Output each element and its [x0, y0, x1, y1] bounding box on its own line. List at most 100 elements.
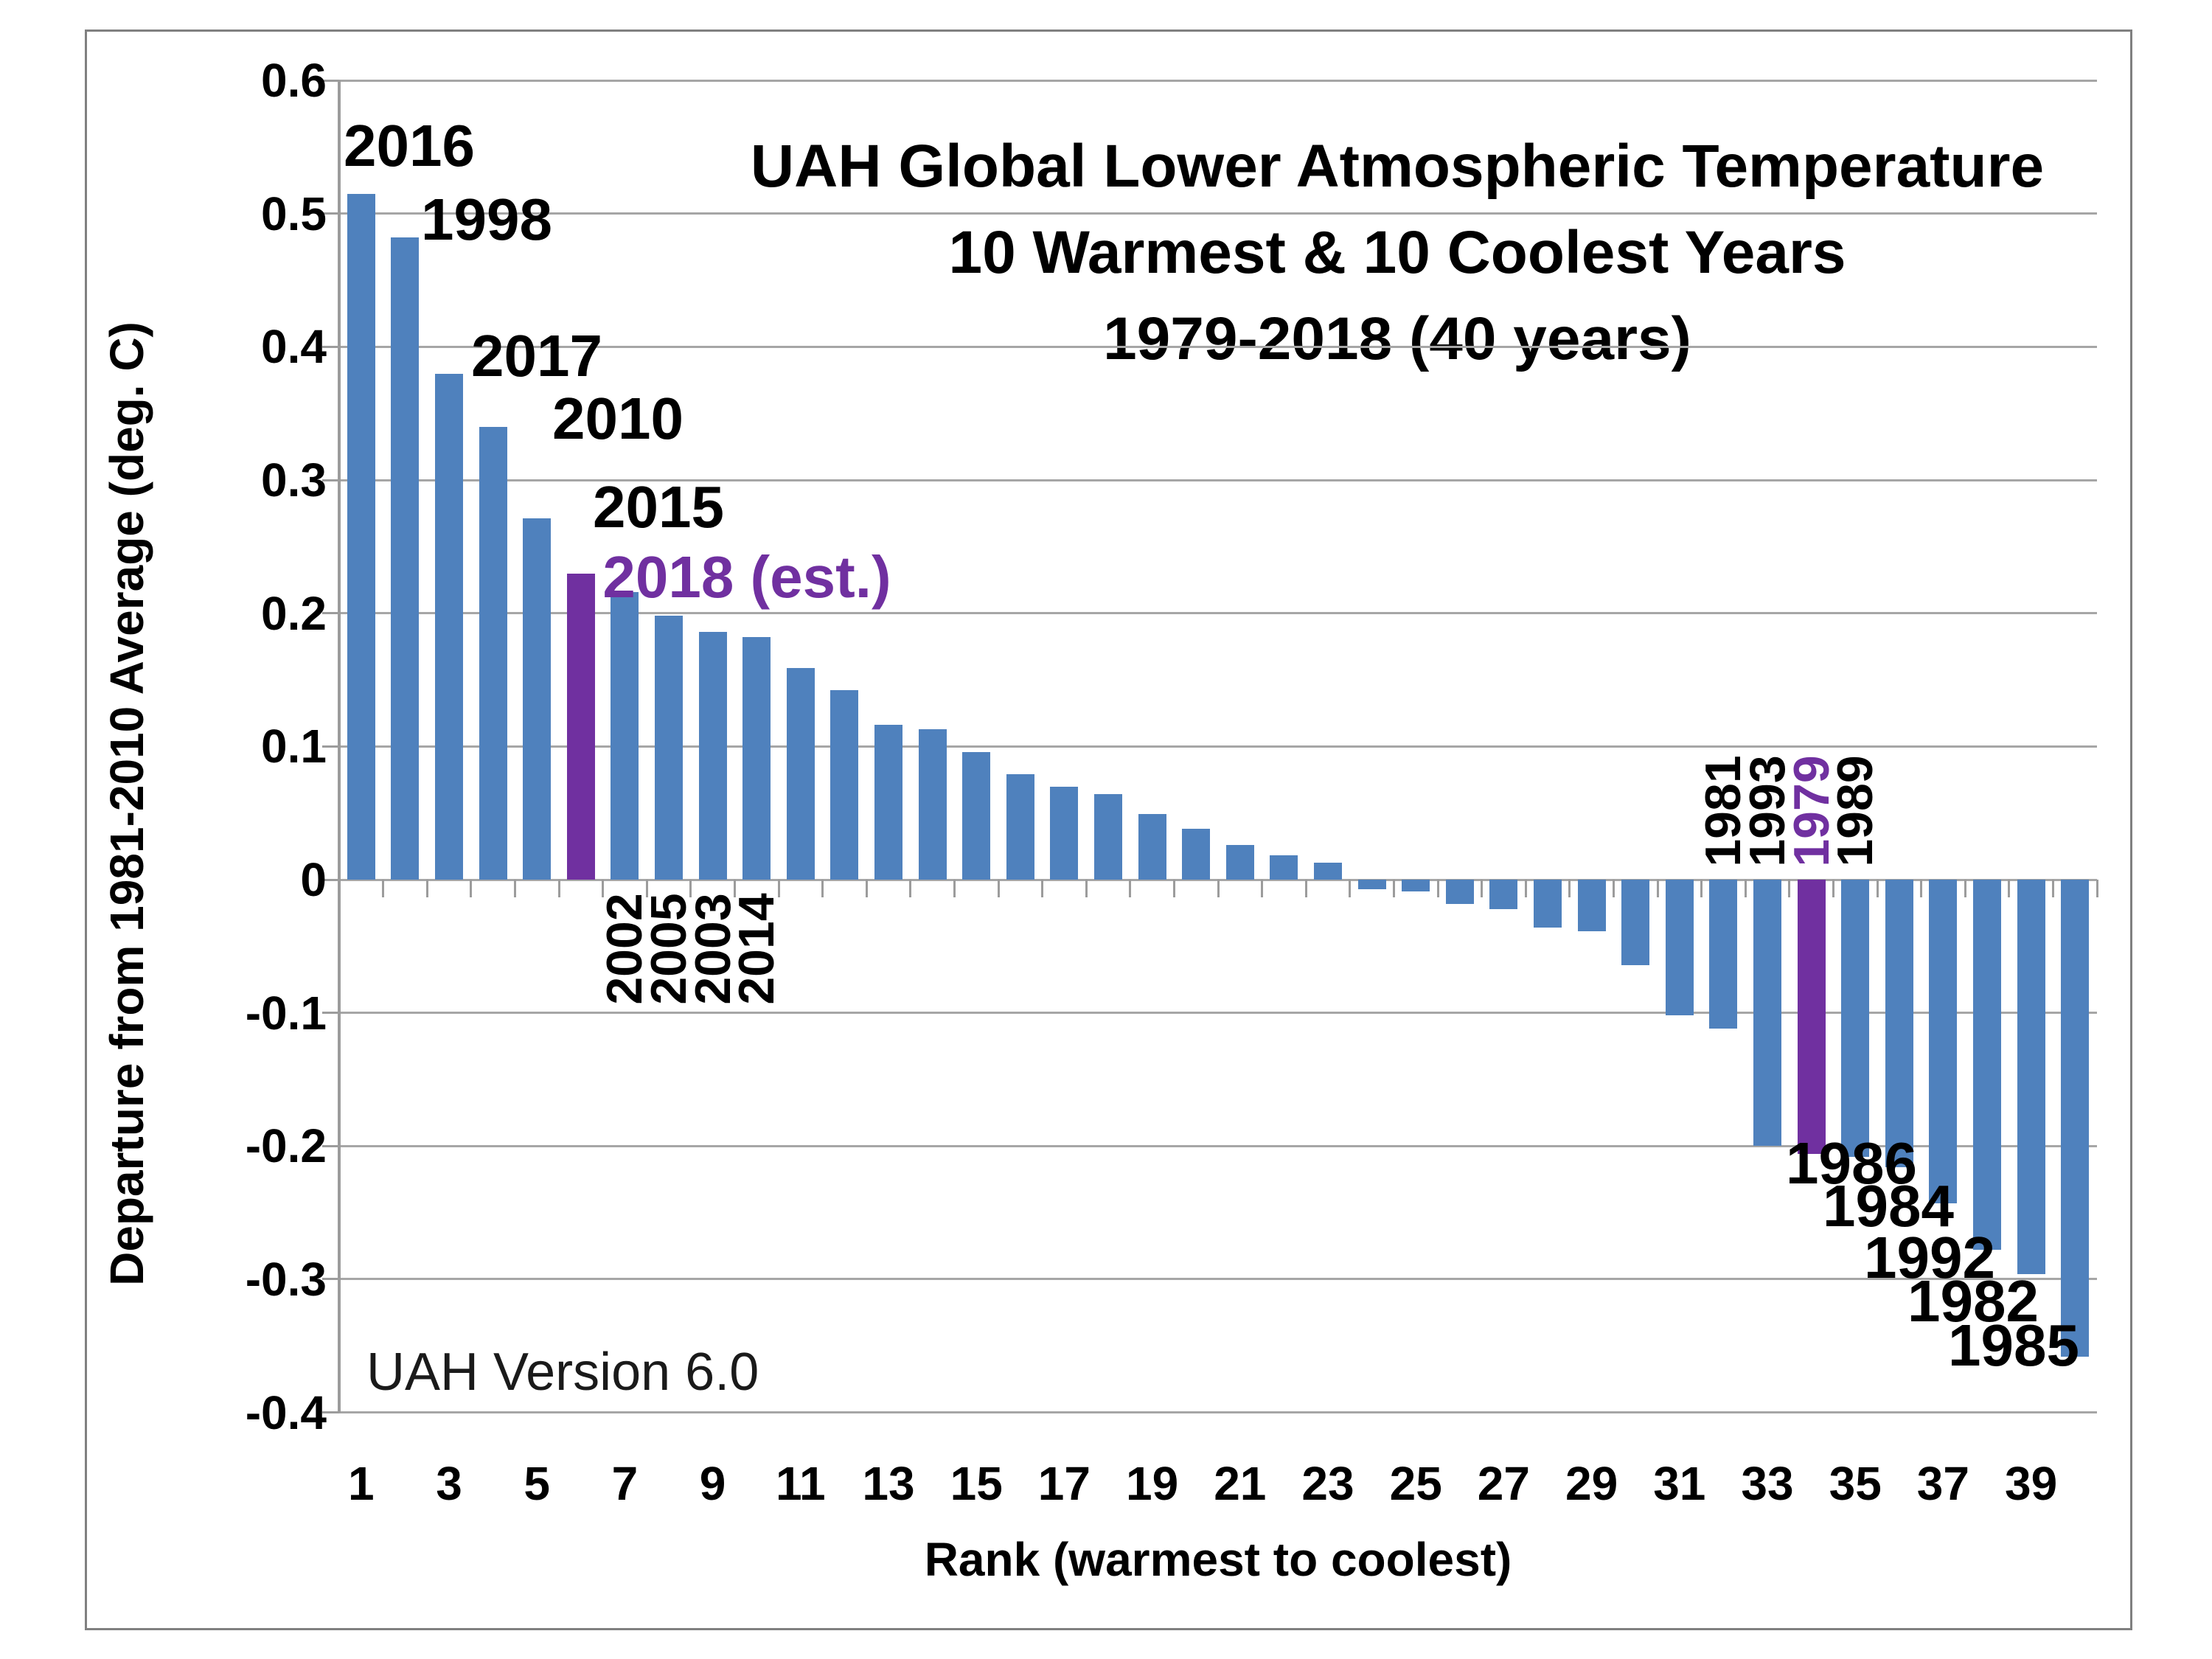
bar-rank-9 — [698, 631, 727, 880]
bar-rank-24 — [1357, 880, 1386, 889]
xtick-label-1: 1 — [348, 1457, 375, 1510]
zero-axis-tick-14 — [953, 880, 956, 897]
y-axis-tick--0.3 — [322, 1278, 339, 1281]
year-label-1982: 1982 — [1907, 1268, 2039, 1334]
xtick-label-23: 23 — [1301, 1457, 1354, 1510]
xtick-label-13: 13 — [862, 1457, 915, 1510]
xtick-label-31: 31 — [1653, 1457, 1706, 1510]
bar-rank-4 — [479, 426, 507, 880]
bar-rank-17 — [1050, 786, 1079, 880]
bar-rank-7 — [611, 591, 639, 880]
zero-axis-tick-12 — [865, 880, 868, 897]
y-axis-tick-0.2 — [322, 612, 339, 615]
gridline-0.1 — [339, 745, 2097, 748]
y-axis-tick-0.6 — [322, 79, 339, 82]
gridline-0.4 — [339, 345, 2097, 348]
x-axis-title: Rank (warmest to coolest) — [924, 1533, 1512, 1586]
zero-axis-tick-38 — [2008, 880, 2011, 897]
bar-rank-31 — [1665, 880, 1694, 1016]
zero-axis-tick-16 — [1041, 880, 1044, 897]
xtick-label-27: 27 — [1477, 1457, 1530, 1510]
year-label-2017: 2017 — [471, 323, 602, 389]
bar-rank-12 — [830, 690, 859, 880]
xtick-label-21: 21 — [1214, 1457, 1267, 1510]
bar-rank-26 — [1445, 880, 1474, 904]
gridline--0.4 — [339, 1411, 2097, 1414]
ytick-label--0.3: -0.3 — [245, 1252, 327, 1306]
ytick-label-0.2: 0.2 — [261, 586, 327, 640]
zero-axis-tick-1 — [382, 880, 385, 897]
bar-rank-22 — [1270, 855, 1298, 880]
zero-axis-tick-4 — [513, 880, 516, 897]
zero-axis-tick-28 — [1568, 880, 1571, 897]
year-label-1986: 1986 — [1786, 1130, 1917, 1196]
zero-axis-tick-36 — [1920, 880, 1923, 897]
zero-axis-tick-23 — [1349, 880, 1352, 897]
bar-rank-14 — [918, 728, 947, 880]
zero-axis-tick-40 — [2096, 880, 2098, 897]
zero-axis-tick-0 — [338, 880, 341, 897]
year-label-1985: 1985 — [1948, 1312, 2079, 1378]
zero-axis-tick-7 — [645, 880, 648, 897]
y-axis-tick-0.5 — [322, 212, 339, 215]
zero-axis-tick-17 — [1085, 880, 1088, 897]
gridline-0.3 — [339, 479, 2097, 481]
zero-axis-tick-5 — [557, 880, 560, 897]
y-axis-tick-0.3 — [322, 479, 339, 481]
bar-rank-20 — [1182, 829, 1211, 880]
gridline-0.2 — [339, 612, 2097, 615]
zero-axis-tick-33 — [1788, 880, 1791, 897]
ytick-label--0.4: -0.4 — [245, 1385, 327, 1439]
zero-axis-tick-9 — [733, 880, 736, 897]
zero-axis-tick-2 — [425, 880, 428, 897]
bar-rank-8 — [655, 616, 683, 880]
chart-title-line-2: 10 Warmest & 10 Coolest Years — [948, 219, 1846, 286]
bar-rank-34 — [1797, 880, 1826, 1155]
year-label-1984: 1984 — [1823, 1173, 1954, 1239]
xtick-label-25: 25 — [1389, 1457, 1442, 1510]
bar-rank-27 — [1489, 880, 1518, 909]
zero-axis-tick-32 — [1744, 880, 1747, 897]
ytick-label--0.1: -0.1 — [245, 986, 327, 1040]
year-label-2015: 2015 — [593, 474, 724, 540]
xtick-label-17: 17 — [1037, 1457, 1091, 1510]
bar-rank-37 — [1929, 880, 1958, 1203]
bar-rank-35 — [1841, 880, 1870, 1157]
y-axis-tick-0.4 — [322, 345, 339, 348]
y-axis-title: Departure from 1981-2010 Average (deg. C… — [100, 321, 153, 1286]
xtick-label-5: 5 — [524, 1457, 550, 1510]
bar-rank-32 — [1709, 880, 1738, 1029]
zero-axis-tick-18 — [1129, 880, 1132, 897]
bar-rank-6 — [566, 573, 595, 880]
xtick-label-7: 7 — [611, 1457, 639, 1510]
year-label-2014: 2014 — [728, 893, 785, 1005]
gridline--0.1 — [339, 1012, 2097, 1015]
ytick-label-0.1: 0.1 — [261, 720, 327, 773]
version-watermark: UAH Version 6.0 — [366, 1343, 759, 1402]
zero-axis-tick-3 — [470, 880, 473, 897]
xtick-label-35: 35 — [1829, 1457, 1882, 1510]
bar-rank-28 — [1534, 880, 1562, 928]
bar-rank-21 — [1225, 845, 1254, 880]
y-axis-tick--0.4 — [322, 1411, 339, 1414]
zero-axis-tick-34 — [1832, 880, 1834, 897]
zero-axis-tick-8 — [689, 880, 692, 897]
gridline--0.3 — [339, 1278, 2097, 1281]
bar-rank-25 — [1402, 880, 1430, 892]
ytick-label-0: 0 — [300, 853, 327, 906]
bar-rank-38 — [1973, 880, 2001, 1251]
year-label-1989: 1989 — [1827, 755, 1884, 867]
xtick-label-15: 15 — [950, 1457, 1003, 1510]
zero-axis-tick-21 — [1261, 880, 1264, 897]
gridline--0.2 — [339, 1144, 2097, 1147]
zero-axis-tick-27 — [1524, 880, 1527, 897]
xtick-label-33: 33 — [1741, 1457, 1794, 1510]
zero-axis-tick-22 — [1304, 880, 1307, 897]
chart-title: UAH Global Lower Atmospheric Temperature… — [751, 123, 2044, 382]
chart-title-line-1: UAH Global Lower Atmospheric Temperature — [750, 133, 2045, 200]
zero-axis-tick-6 — [602, 880, 605, 897]
zero-axis-tick-25 — [1436, 880, 1439, 897]
year-label-2016: 2016 — [344, 113, 475, 178]
xtick-label-11: 11 — [775, 1457, 826, 1510]
